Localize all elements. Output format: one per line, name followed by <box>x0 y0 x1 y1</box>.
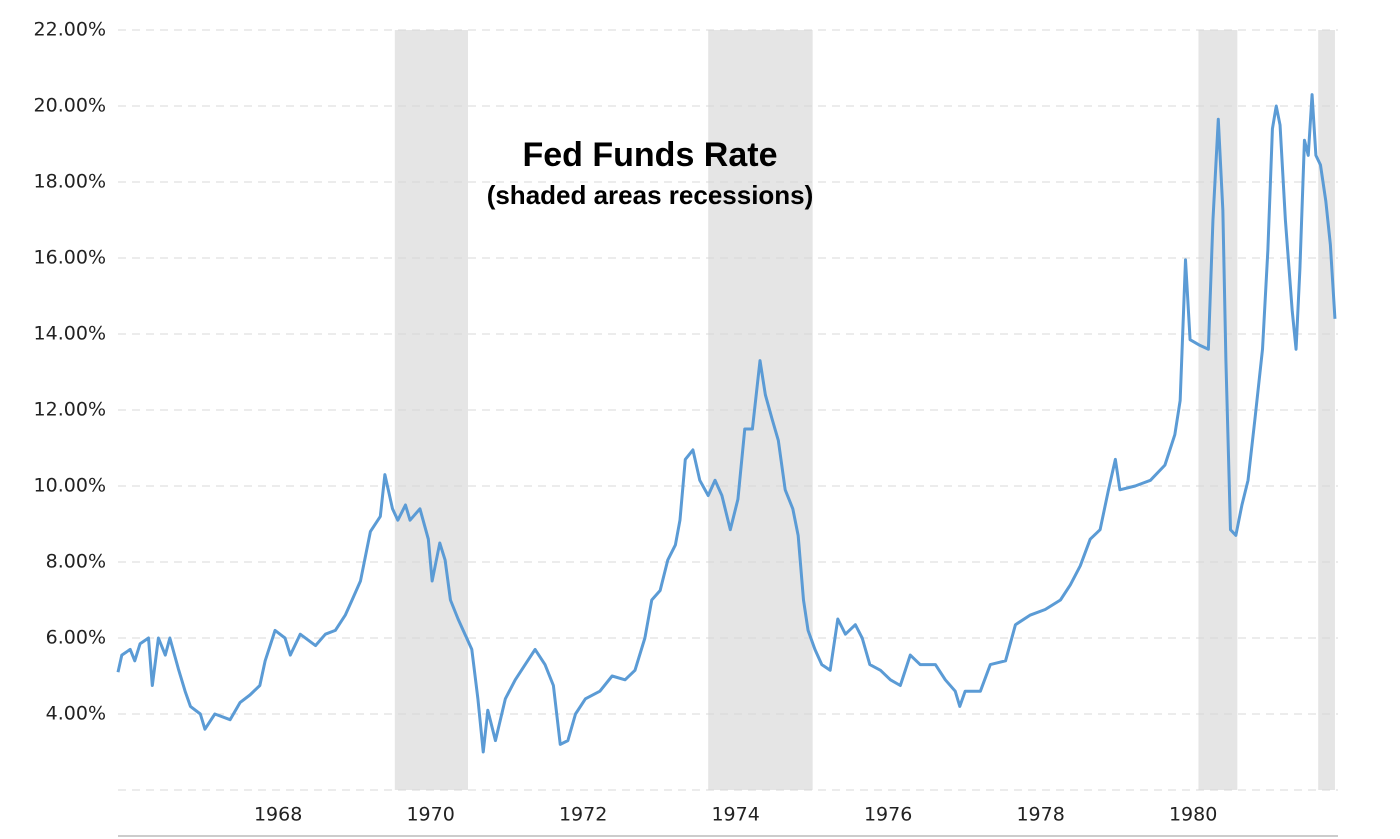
y-tick-label: 18.00% <box>34 171 106 193</box>
y-tick-label: 22.00% <box>34 19 106 41</box>
y-tick-label: 10.00% <box>34 475 106 497</box>
y-tick-label: 6.00% <box>46 627 106 649</box>
x-tick-label: 1972 <box>559 804 607 826</box>
chart-subtitle: (shaded areas recessions) <box>487 180 814 210</box>
y-tick-label: 16.00% <box>34 247 106 269</box>
x-tick-label: 1968 <box>254 804 302 826</box>
y-tick-label: 12.00% <box>34 399 106 421</box>
x-tick-label: 1976 <box>864 804 912 826</box>
y-tick-label: 4.00% <box>46 703 106 725</box>
x-tick-label: 1970 <box>406 804 454 826</box>
y-tick-label: 20.00% <box>34 95 106 117</box>
chart-title: Fed Funds Rate <box>522 136 777 174</box>
x-tick-label: 1980 <box>1169 804 1217 826</box>
data-line <box>116 93 1337 754</box>
y-tick-label: 8.00% <box>46 551 106 573</box>
x-tick-label: 1974 <box>711 804 759 826</box>
y-tick-label: 14.00% <box>34 323 106 345</box>
line-layer <box>116 93 1337 754</box>
grid-layer: 4.00% 6.00% 8.00% 10.00% 12.00% 14.00% 16.00% 1… <box>34 19 1338 826</box>
x-tick-label: 1978 <box>1016 804 1064 826</box>
